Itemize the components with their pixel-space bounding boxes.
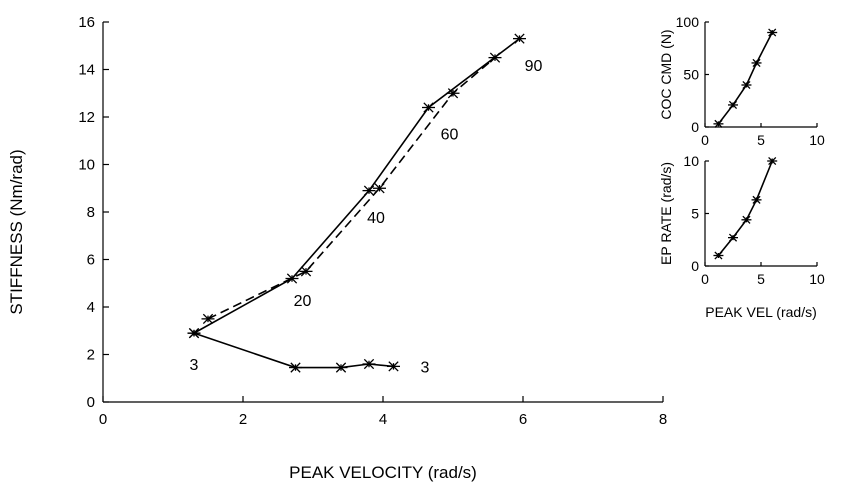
data-point-marker [446,88,460,99]
y-tick-label: 12 [78,109,95,126]
data-point-marker [741,80,752,90]
y-tick-label: 4 [87,299,95,316]
data-point-marker [728,100,738,110]
y-tick-label: 14 [78,62,95,79]
y-tick-label: 2 [87,347,95,364]
data-point-marker [334,362,348,373]
data-point-marker [362,358,376,370]
data-point-marker [299,266,313,277]
x-tick-label: 0 [701,132,709,148]
y-tick-label: 0 [87,394,95,411]
y-tick-label: 10 [683,153,699,169]
data-point-marker [373,183,386,194]
data-point-marker [751,195,762,204]
y-tick-label: 0 [691,119,699,135]
y-tick-label: 5 [691,206,699,222]
data-point-marker [713,119,724,128]
data-point-marker [513,33,526,44]
x-axis-title: PEAK VEL (rad/s) [705,304,817,320]
data-point-marker [422,102,435,113]
x-axis-title: PEAK VELOCITY (rad/s) [289,463,477,482]
data-point-marker [767,156,778,166]
x-tick-label: 5 [757,271,765,287]
data-point-marker [728,233,738,242]
y-tick-label: 100 [676,14,700,30]
data-point-marker [187,327,201,339]
series-line-2 [207,57,496,320]
point-annotation: 40 [367,210,385,227]
data-point-marker [362,185,376,196]
y-tick-label: 6 [87,252,95,269]
point-annotation: 60 [441,127,459,144]
data-point-marker [767,28,778,37]
data-point-marker [387,361,400,372]
data-point-marker [751,58,762,68]
series-line-1 [717,32,773,125]
y-tick-label: 16 [78,14,95,31]
data-point-marker [488,52,502,63]
data-point-marker [289,362,302,373]
series-line-3 [193,332,394,369]
point-annotation: 90 [525,58,543,75]
series-line-1 [717,160,773,257]
data-point-marker [741,215,752,224]
x-tick-label: 0 [99,411,107,428]
y-axis-title: COC CMD (N) [658,29,674,119]
series-line-1 [193,37,520,334]
y-tick-label: 50 [683,67,699,83]
point-annotation: 20 [294,293,312,310]
y-tick-label: 10 [78,157,95,174]
y-tick-label: 0 [691,258,699,274]
y-tick-label: 8 [87,204,95,221]
x-tick-label: 10 [809,271,825,287]
point-annotation: 3 [421,359,430,376]
data-point-marker [201,313,215,325]
x-tick-label: 6 [519,411,527,428]
x-tick-label: 2 [239,411,247,428]
x-tick-label: 10 [809,132,825,148]
main-plot: 0 2 4 6 8 0 2 4 6 8 10 12 14 16 PEAK VELOCITY (rad/s) S… [7,14,667,482]
data-point-marker [285,273,299,284]
point-annotation: 3 [190,357,199,374]
x-tick-label: 5 [757,132,765,148]
x-tick-label: 8 [659,411,667,428]
data-point-marker [713,251,724,260]
x-tick-label: 4 [379,411,387,428]
inset-plot-ep-rate: 0 5 10 0 5 10 EP RATE (rad/s) PEAK VEL (rad/s) [658,153,825,320]
y-axis-title: STIFFNESS (Nm/rad) [7,149,26,314]
y-axis-title: EP RATE (rad/s) [658,162,674,265]
x-tick-label: 0 [701,271,709,287]
